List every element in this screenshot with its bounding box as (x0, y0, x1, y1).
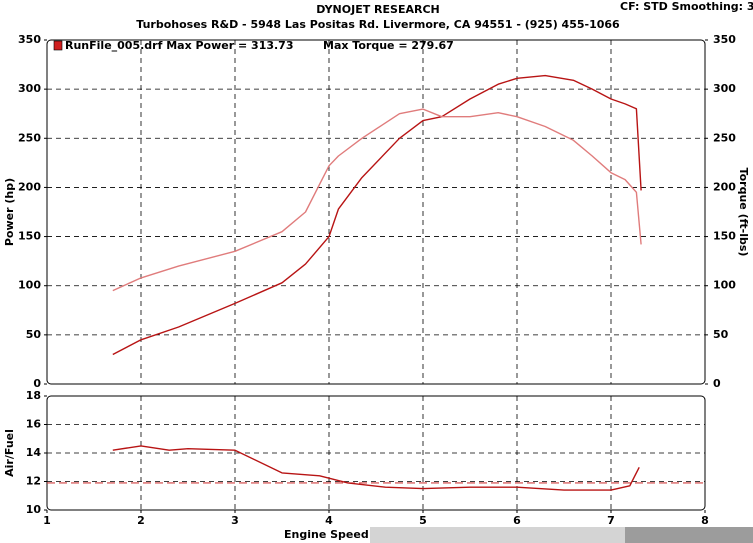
x-tick-label: 1 (43, 514, 51, 527)
x-tick-label: 8 (701, 514, 709, 527)
y2-tick-label: 50 (713, 328, 729, 341)
series-line (112, 74, 642, 356)
y-tick-label: 150 (18, 230, 41, 243)
x-tick-label: 3 (231, 514, 239, 527)
y2-tick-label: 0 (713, 377, 721, 390)
y-tick-label: 10 (26, 503, 42, 516)
x-tick-label: 6 (513, 514, 521, 527)
legend-label: RunFile_005.drf Max Power = 313.73 (65, 39, 294, 52)
y-axis-label: Air/Fuel (3, 429, 16, 477)
y-tick-label: 12 (26, 475, 41, 488)
y2-tick-label: 150 (713, 230, 736, 243)
y2-tick-label: 250 (713, 131, 736, 144)
y2-axis-label: Torque (ft-lbs) (737, 168, 750, 257)
annotation: Max Torque = 279.67 (323, 39, 454, 52)
chart-subtitle: Turbohoses R&D - 5948 Las Positas Rd. Li… (136, 18, 620, 31)
x-tick-label: 7 (607, 514, 615, 527)
x-axis-label: Engine Speed (284, 528, 369, 541)
x-tick-label: 5 (419, 514, 427, 527)
x-tick-label: 2 (137, 514, 145, 527)
series-line (112, 445, 640, 491)
y-tick-label: 300 (18, 82, 41, 95)
status-bar (625, 527, 753, 543)
settings: CF: STD Smoothing: 3 (620, 0, 753, 13)
y-tick-label: 14 (26, 446, 42, 459)
series-line (112, 108, 642, 292)
y-tick-label: 200 (18, 180, 41, 193)
y-tick-label: 350 (18, 33, 41, 46)
x-tick-label: 4 (325, 514, 333, 527)
y2-tick-label: 350 (713, 33, 736, 46)
plot-frame (46, 39, 706, 385)
y2-tick-label: 200 (713, 180, 736, 193)
y-tick-label: 18 (26, 389, 41, 402)
y-axis-label: Power (hp) (3, 178, 16, 246)
y-tick-label: 0 (33, 377, 41, 390)
chart-title: DYNOJET RESEARCH (316, 3, 439, 16)
y-tick-label: 16 (26, 418, 42, 431)
legend-swatch (53, 40, 63, 51)
y-tick-label: 100 (18, 279, 41, 292)
y2-tick-label: 300 (713, 82, 736, 95)
y2-tick-label: 100 (713, 279, 736, 292)
y-tick-label: 250 (18, 131, 41, 144)
y-tick-label: 50 (26, 328, 42, 341)
